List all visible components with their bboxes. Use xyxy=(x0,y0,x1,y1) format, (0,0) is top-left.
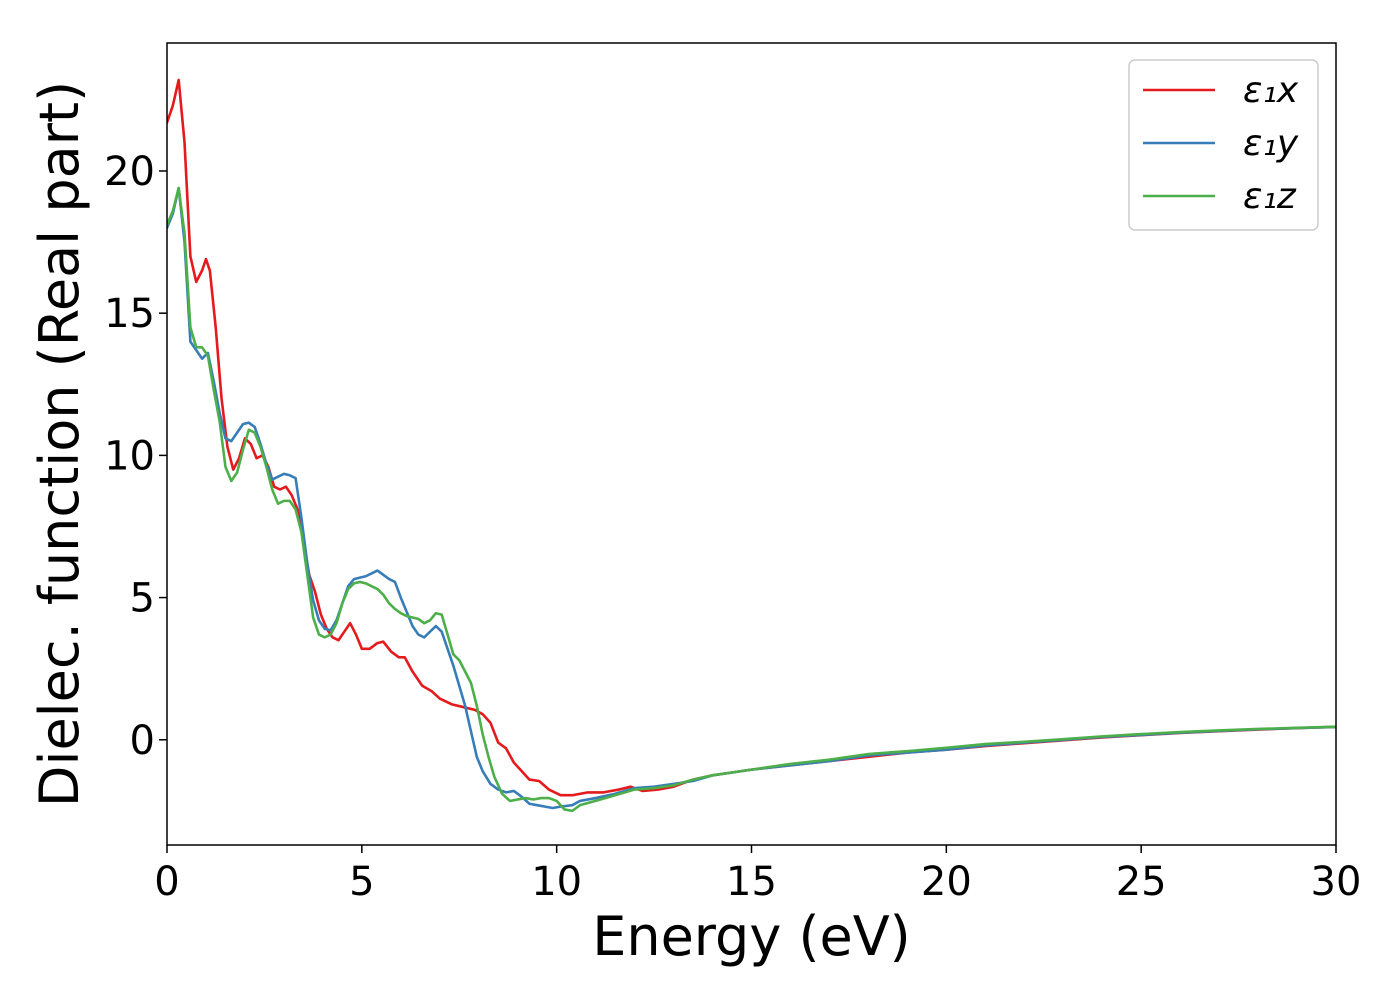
legend-box xyxy=(1128,59,1319,231)
x-tick-label: 20 xyxy=(921,859,972,905)
y-tick-label: 10 xyxy=(104,433,155,479)
legend-label: ε₁x xyxy=(1243,70,1299,111)
x-tick-label: 0 xyxy=(154,859,179,905)
plot-lines xyxy=(167,78,1336,813)
legend-label: ε₁z xyxy=(1243,176,1297,217)
x-tick-label: 10 xyxy=(531,859,582,905)
x-axis-label: Energy (eV) xyxy=(592,905,911,968)
x-tick-label: 15 xyxy=(726,859,777,905)
y-axis-ticks: 0 5 10 15 20 xyxy=(104,149,167,764)
x-tick-label: 5 xyxy=(349,859,374,905)
y-tick-label: 0 xyxy=(130,718,155,764)
y-tick-label: 20 xyxy=(104,149,155,195)
x-tick-label: 30 xyxy=(1311,859,1362,905)
y-axis-label: Dielec. function (Real part) xyxy=(28,81,91,807)
legend-label: ε₁y xyxy=(1243,123,1299,164)
y-tick-label: 15 xyxy=(104,291,155,337)
series-line-3 xyxy=(167,186,1336,813)
y-tick-label: 5 xyxy=(130,576,155,622)
series-line-2 xyxy=(167,186,1336,810)
x-tick-label: 25 xyxy=(1116,859,1167,905)
x-axis-ticks: 0 5 10 15 20 25 30 xyxy=(154,845,1361,905)
legend: ε₁x ε₁y ε₁z xyxy=(1128,59,1319,231)
